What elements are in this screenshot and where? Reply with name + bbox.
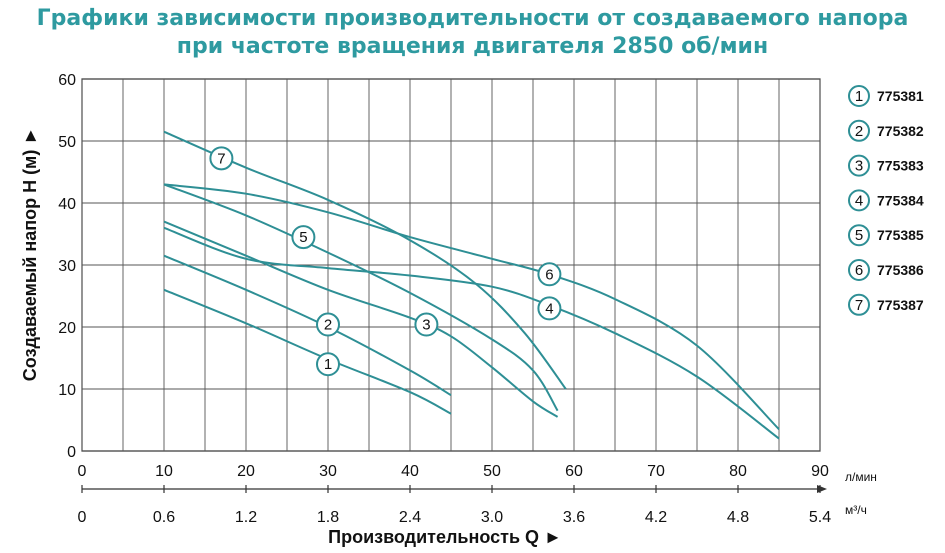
curve-marker-4: 4 — [537, 296, 562, 321]
x-tick-label-lpm: 10 — [155, 463, 173, 480]
y-tick-labels: 0 10 20 30 40 50 60 — [58, 72, 76, 461]
legend-model-label: 775384 — [877, 192, 924, 208]
legend-model-label: 775386 — [877, 262, 924, 278]
x-tick-label-m3h: 4.2 — [645, 509, 667, 526]
y-tick-label: 50 — [58, 134, 76, 151]
legend-item-6: 6 775386 — [848, 259, 924, 281]
x-tick-label-lpm: 30 — [319, 463, 337, 480]
curve-marker-2: 2 — [316, 312, 340, 337]
legend-marker-number: 5 — [855, 227, 863, 244]
x-tick-label-m3h: 5.4 — [809, 509, 831, 526]
x-axis-arrow — [817, 485, 827, 493]
x-tick-label-lpm: 50 — [483, 463, 501, 480]
y-tick-label: 60 — [58, 72, 76, 89]
x-tick-label-m3h: 1.2 — [235, 509, 257, 526]
curve-marker-label: 4 — [545, 300, 553, 317]
curve-marker-6: 6 — [537, 262, 562, 287]
chart-curves — [163, 130, 780, 440]
legend-model-label: 775383 — [877, 158, 924, 174]
x-tick-label-lpm: 70 — [647, 463, 665, 480]
legend-marker-circle — [848, 224, 870, 247]
curve-marker-label: 1 — [324, 356, 332, 373]
legend-marker-number: 2 — [855, 123, 863, 140]
legend-marker-number: 4 — [855, 192, 863, 209]
legend-model-label: 775382 — [877, 123, 924, 139]
legend-marker-number: 3 — [855, 158, 863, 175]
curve-marker-label: 7 — [217, 150, 225, 167]
y-tick-label: 0 — [67, 444, 76, 461]
legend-item-1: 1 775381 — [848, 85, 924, 107]
legend-model-label: 775387 — [877, 297, 924, 313]
x-tick-label-m3h: 4.8 — [727, 509, 749, 526]
curve-1 — [163, 288, 452, 415]
x-tick-label-m3h: 3.6 — [563, 509, 585, 526]
legend-marker-circle — [848, 119, 870, 142]
curve-marker-1: 1 — [316, 352, 340, 377]
y-tick-label: 20 — [58, 320, 76, 337]
chart-legend: 1 775381 2 775382 3 775383 4 775384 5 775385 6 7753… — [848, 85, 924, 316]
y-tick-label: 30 — [58, 258, 76, 275]
curve-marker-circle — [209, 146, 234, 171]
chart-title-line-2: при частоте вращения двигателя 2850 об/м… — [176, 34, 769, 59]
curve-marker-circle — [537, 296, 562, 321]
x-tick-label-m3h: 2.4 — [399, 509, 421, 526]
x-tick-label-m3h: 3.0 — [481, 509, 503, 526]
curve-marker-circle — [537, 262, 562, 287]
curve-marker-3: 3 — [414, 312, 439, 337]
legend-marker-circle — [848, 259, 870, 281]
x-tick-label-lpm: 0 — [78, 463, 87, 480]
curve-marker-circle — [316, 352, 340, 377]
legend-item-3: 3 775383 — [848, 154, 924, 177]
curve-marker-label: 2 — [324, 317, 332, 334]
curve-marker-5: 5 — [291, 225, 316, 250]
x-unit-bottom: м³/ч — [845, 503, 867, 517]
curve-6 — [163, 183, 780, 430]
legend-marker-circle — [848, 154, 870, 177]
chart-curve-markers: 1 2 3 4 5 6 7 — [209, 146, 562, 377]
x-tick-label-m3h: 0 — [78, 509, 87, 526]
legend-item-4: 4 775384 — [848, 189, 924, 212]
curve-7 — [163, 130, 567, 390]
y-axis-title: Создаваемый напор Н (м) ► — [20, 127, 40, 381]
curve-marker-circle — [316, 312, 340, 337]
x-axis-title: Производительность Q ► — [328, 527, 562, 547]
x-tick-label-lpm: 60 — [565, 463, 583, 480]
x-tick-label-lpm: 90 — [811, 463, 829, 480]
curve-marker-label: 5 — [299, 229, 307, 246]
legend-marker-number: 1 — [855, 88, 863, 105]
x-tick-label-lpm: 40 — [401, 463, 419, 480]
curve-4 — [163, 226, 780, 440]
x-tick-label-lpm: 80 — [729, 463, 747, 480]
legend-marker-circle — [848, 85, 870, 107]
x-tick-label-m3h: 0.6 — [153, 509, 175, 526]
x-tick-label-m3h: 1.8 — [317, 509, 339, 526]
y-tick-label: 10 — [58, 382, 76, 399]
legend-marker-circle — [848, 293, 870, 316]
legend-model-label: 775385 — [877, 227, 924, 243]
curve-marker-label: 6 — [545, 266, 553, 283]
curve-2 — [163, 254, 452, 397]
legend-item-2: 2 775382 — [848, 119, 924, 142]
curve-marker-7: 7 — [209, 146, 234, 171]
curve-marker-circle — [291, 225, 316, 250]
legend-marker-number: 7 — [855, 297, 863, 314]
legend-item-5: 5 775385 — [848, 224, 924, 247]
chart-title-line-1: Графики зависимости производительности о… — [36, 6, 909, 31]
legend-model-label: 775381 — [877, 88, 924, 104]
x-tick-label-lpm: 20 — [237, 463, 255, 480]
curve-5 — [163, 183, 559, 412]
x-axes: 0 10 20 30 40 50 60 70 80 90 0 0.6 1.2 1.8 2.4 3.0 3.6 4.… — [78, 463, 832, 526]
curve-marker-circle — [414, 312, 439, 337]
legend-item-7: 7 775387 — [848, 293, 924, 316]
curve-marker-label: 3 — [422, 317, 430, 334]
y-tick-label: 40 — [58, 196, 76, 213]
legend-marker-number: 6 — [855, 262, 863, 279]
legend-marker-circle — [848, 189, 870, 212]
x-unit-top: л/мин — [845, 470, 877, 484]
